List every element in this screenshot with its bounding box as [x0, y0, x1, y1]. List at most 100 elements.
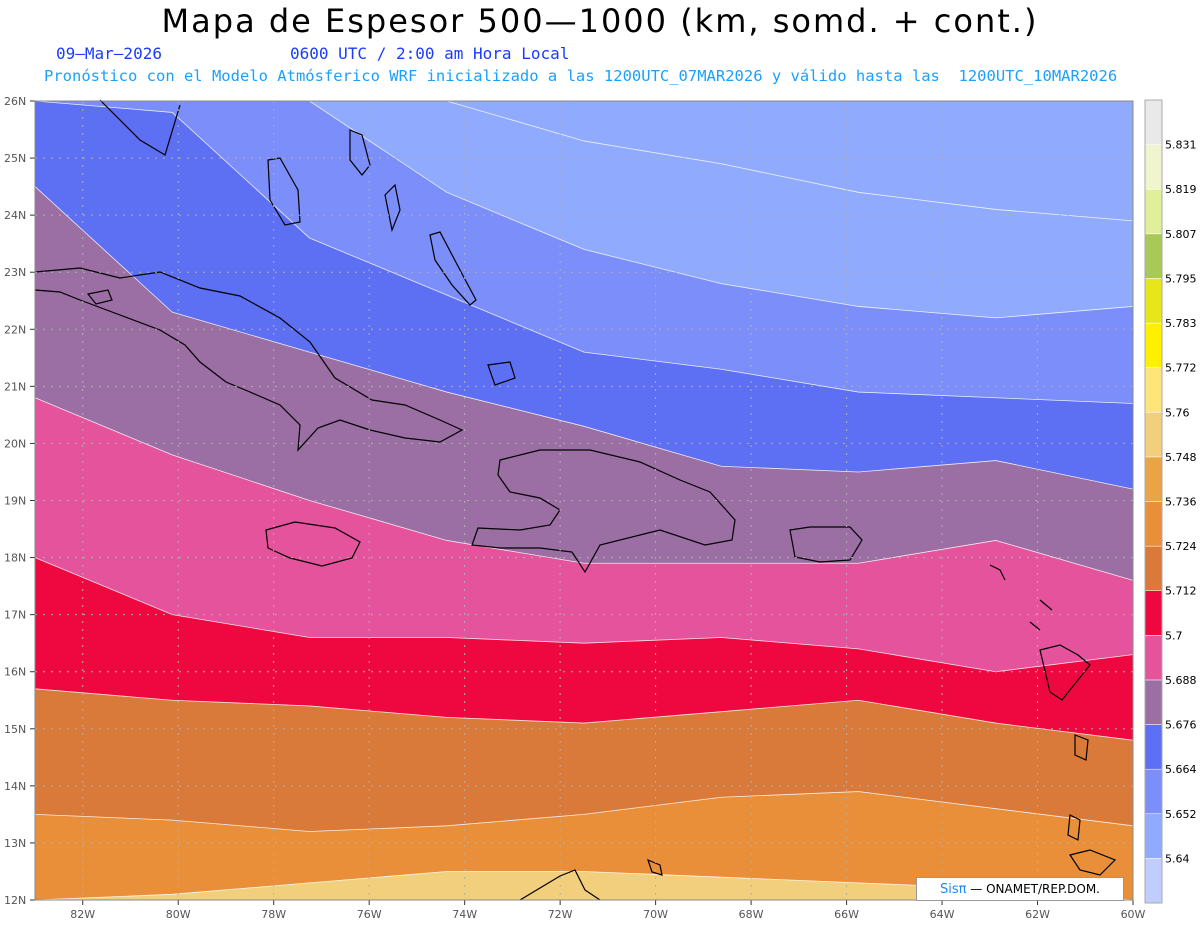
coast-abaco	[349, 129, 371, 176]
lon-label: 72W	[548, 908, 573, 921]
coast-isla-juventud	[86, 289, 113, 305]
colorbar-label: 5.831	[1165, 139, 1197, 152]
colorbar-swatch	[1144, 144, 1163, 190]
forecast-subtitle: Pronóstico con el Modelo Atmósferico WRF…	[44, 67, 1118, 85]
colorbar-swatch	[1144, 99, 1163, 145]
contour-2	[34, 688, 1134, 741]
lat-label: 12N	[4, 894, 26, 907]
band-5.748	[35, 871, 1133, 900]
colorbar-swatch	[1144, 278, 1163, 324]
credit-box: Sisπ — ONAMET/REP.DOM.	[916, 877, 1124, 901]
colorbar-label: 5.748	[1165, 451, 1197, 464]
forecast-time: 0600 UTC / 2:00 am Hora Local	[290, 44, 570, 63]
lat-label: 16N	[4, 666, 26, 679]
colorbar-label: 5.688	[1165, 674, 1197, 687]
colorbar-label: 5.64	[1165, 852, 1190, 865]
axis-labels: 12N 13N 14N 15N 16N 17N 18N 19N 20N 21N 22N 23N 24N 2…	[4, 95, 1146, 921]
colorbar-swatch	[1144, 724, 1163, 770]
lat-label: 24N	[4, 209, 26, 222]
lon-label: 74W	[452, 908, 477, 921]
colorbar-swatch	[1144, 813, 1163, 859]
lat-label: 22N	[4, 323, 26, 336]
lon-label: 70W	[643, 908, 668, 921]
lon-label: 64W	[930, 908, 955, 921]
colorbar-label: 5.795	[1165, 272, 1197, 285]
band-fill-1	[35, 791, 1133, 900]
colorbar-swatch	[1144, 233, 1163, 279]
colorbar-label: 5.676	[1165, 719, 1197, 732]
colorbar-label: 5.783	[1165, 317, 1197, 330]
colorbar-swatch	[1144, 679, 1163, 725]
thickness-bands	[35, 101, 1133, 900]
contour-4	[34, 397, 1134, 581]
lat-label: 26N	[4, 95, 26, 108]
colorbar-swatch	[1144, 322, 1163, 368]
lat-label: 18N	[4, 552, 26, 565]
color-bar: 5.64 5.652 5.664 5.676 5.688 5.7 5.712 5.724 5.7…	[1144, 99, 1197, 904]
coast-windward-1	[1074, 734, 1089, 761]
colorbar-label: 5.807	[1165, 228, 1197, 241]
coast-eleuthera	[384, 183, 401, 233]
colorbar-label: 5.724	[1165, 540, 1197, 553]
colorbar-label: 5.712	[1165, 585, 1197, 598]
colorbar-swatch	[1144, 768, 1163, 815]
coast-puerto-rico	[789, 526, 863, 563]
contour-6	[34, 100, 1134, 404]
colorbar-label: 5.736	[1165, 496, 1197, 509]
forecast-date: 09—Mar—2026	[56, 44, 162, 63]
coast-jamaica	[265, 521, 361, 567]
coast-inagua	[487, 361, 516, 386]
coast-cuba	[34, 267, 464, 452]
lon-label: 66W	[834, 908, 859, 921]
colorbar-swatch	[1144, 635, 1163, 681]
contour-1	[34, 791, 1134, 832]
lat-label: 25N	[4, 152, 26, 165]
map-frame	[34, 100, 1134, 901]
coast-trinidad	[1069, 849, 1117, 876]
lon-label: 82W	[70, 908, 95, 921]
colorbar-swatch	[1144, 501, 1163, 547]
colorbar-swatch	[1144, 858, 1163, 904]
colorbar-swatch	[1144, 367, 1163, 413]
lon-label: 78W	[261, 908, 286, 921]
lat-label: 14N	[4, 780, 26, 793]
coast-south-america	[519, 869, 601, 901]
colorbar-frame	[1144, 99, 1163, 904]
colorbar-swatch	[1144, 188, 1163, 235]
sispi-logo: Sisπ	[939, 882, 967, 897]
lat-label: 17N	[4, 609, 26, 622]
credit-text: — ONAMET/REP.DOM.	[970, 882, 1100, 896]
lat-label: 19N	[4, 495, 26, 508]
coast-andros	[267, 157, 301, 226]
colorbar-label: 5.819	[1165, 183, 1197, 196]
lon-label: 62W	[1025, 908, 1050, 921]
lat-label: 13N	[4, 837, 26, 850]
lat-label: 15N	[4, 723, 26, 736]
coast-windward-2	[1067, 814, 1081, 841]
colorbar-label: 5.772	[1165, 362, 1197, 375]
colorbar-swatch	[1144, 412, 1163, 458]
coast-curacao	[647, 858, 663, 876]
contour-5	[34, 186, 1134, 490]
contour-3	[34, 557, 1134, 673]
lon-label: 76W	[357, 908, 382, 921]
map-title: Mapa de Espesor 500—1000 (km, somd. + co…	[161, 2, 1039, 40]
coast-florida	[99, 99, 181, 156]
colorbar-label: 5.664	[1165, 763, 1197, 776]
colorbar-label: 5.7	[1165, 629, 1183, 642]
colorbar-label: 5.76	[1165, 406, 1190, 419]
colorbar-swatch	[1144, 545, 1163, 591]
lat-label: 23N	[4, 266, 26, 279]
coast-guadeloupe	[1039, 644, 1091, 701]
lon-label: 68W	[739, 908, 764, 921]
lat-label: 20N	[4, 437, 26, 450]
coast-long-island	[429, 231, 477, 306]
colorbar-swatch	[1144, 456, 1163, 502]
coast-leeward	[989, 564, 1053, 631]
colorbar-swatch	[1144, 590, 1163, 636]
colorbar-label: 5.652	[1165, 808, 1197, 821]
lon-label: 60W	[1121, 908, 1146, 921]
lat-label: 21N	[4, 380, 26, 393]
lon-label: 80W	[166, 908, 191, 921]
